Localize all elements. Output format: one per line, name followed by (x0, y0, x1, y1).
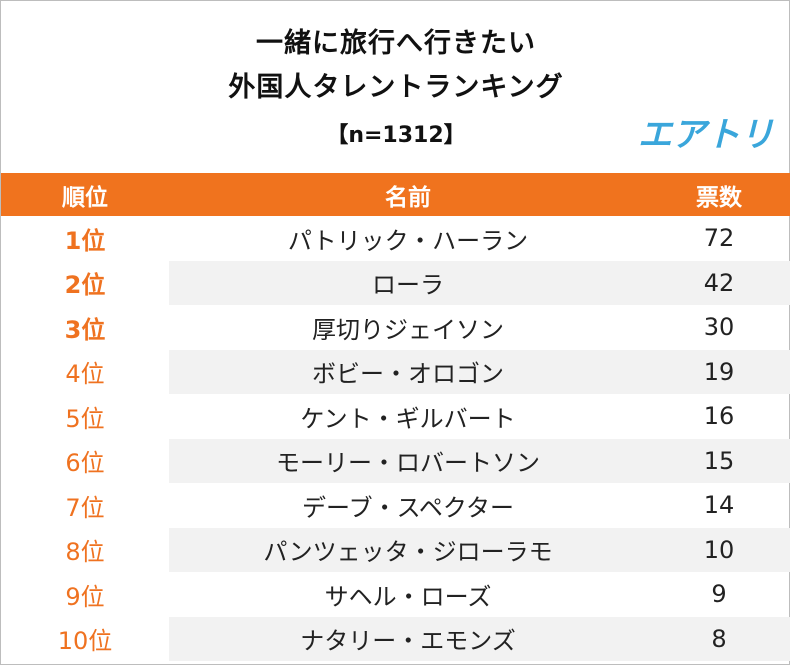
rank-cell: 6位 (65, 449, 105, 478)
column-header-votes: 票数 (647, 173, 790, 216)
rank-cell: 3位 (64, 315, 106, 344)
name-cell: ケント・ギルバート (300, 404, 516, 433)
votes-cell: 9 (711, 580, 727, 609)
column-header-rank: 順位 (1, 173, 169, 216)
table-header-row: 順位 名前 票数 (1, 173, 790, 216)
name-cell: サヘル・ローズ (324, 582, 492, 611)
table-row: 8位 パンツェッタ・ジローラモ 10 (1, 527, 790, 572)
table-body: 1位 パトリック・ハーラン 72 2位 ローラ 42 3位 厚切りジェイソン 30 4位 ボビー・オ… (1, 216, 790, 661)
rank-cell: 1位 (64, 226, 106, 255)
table-row: 4位 ボビー・オロゴン 19 (1, 349, 790, 394)
table-row: 6位 モーリー・ロバートソン 15 (1, 438, 790, 483)
name-cell: パトリック・ハーラン (287, 226, 529, 255)
rank-cell: 8位 (65, 538, 105, 567)
rank-cell: 2位 (64, 271, 106, 300)
brand-logo: エアトリ (638, 115, 774, 155)
table-row: 1位 パトリック・ハーラン 72 (1, 216, 790, 261)
table-row: 9位 サヘル・ローズ 9 (1, 572, 790, 617)
votes-cell: 15 (647, 438, 790, 483)
table-row: 7位 デーブ・スペクター 14 (1, 483, 790, 528)
table-row: 5位 ケント・ギルバート 16 (1, 394, 790, 439)
column-header-name: 名前 (169, 173, 647, 216)
table-row: 10位 ナタリー・エモンズ 8 (1, 616, 790, 661)
name-cell: モーリー・ロバートソン (169, 438, 647, 483)
rank-cell: 5位 (65, 404, 105, 433)
votes-cell: 42 (647, 260, 790, 305)
name-cell: ローラ (169, 260, 647, 305)
sample-size: 【n=1312】 (326, 123, 466, 148)
ranking-table: 順位 名前 票数 1位 パトリック・ハーラン 72 2位 ローラ 42 3位 厚切りジェイソン… (1, 173, 790, 661)
votes-cell: 14 (703, 491, 735, 520)
rank-cell: 10位 (57, 627, 113, 656)
name-cell: デーブ・スペクター (302, 493, 514, 522)
name-cell: ボビー・オロゴン (169, 349, 647, 394)
votes-cell: 16 (703, 402, 735, 431)
title-line-1: 一緒に旅行へ行きたい (256, 28, 536, 59)
name-cell: パンツェッタ・ジローラモ (169, 527, 647, 572)
title-line-2: 外国人タレントランキング (228, 72, 564, 103)
name-cell: 厚切りジェイソン (312, 315, 504, 344)
name-cell: ナタリー・エモンズ (169, 616, 647, 661)
votes-cell: 19 (647, 349, 790, 394)
rank-cell: 7位 (65, 493, 105, 522)
votes-cell: 10 (647, 527, 790, 572)
rank-cell: 4位 (65, 360, 105, 389)
votes-cell: 72 (703, 224, 735, 253)
votes-cell: 30 (703, 313, 735, 342)
rank-cell: 9位 (65, 582, 105, 611)
votes-cell: 8 (647, 616, 790, 661)
table-row: 3位 厚切りジェイソン 30 (1, 305, 790, 350)
table-row: 2位 ローラ 42 (1, 260, 790, 305)
